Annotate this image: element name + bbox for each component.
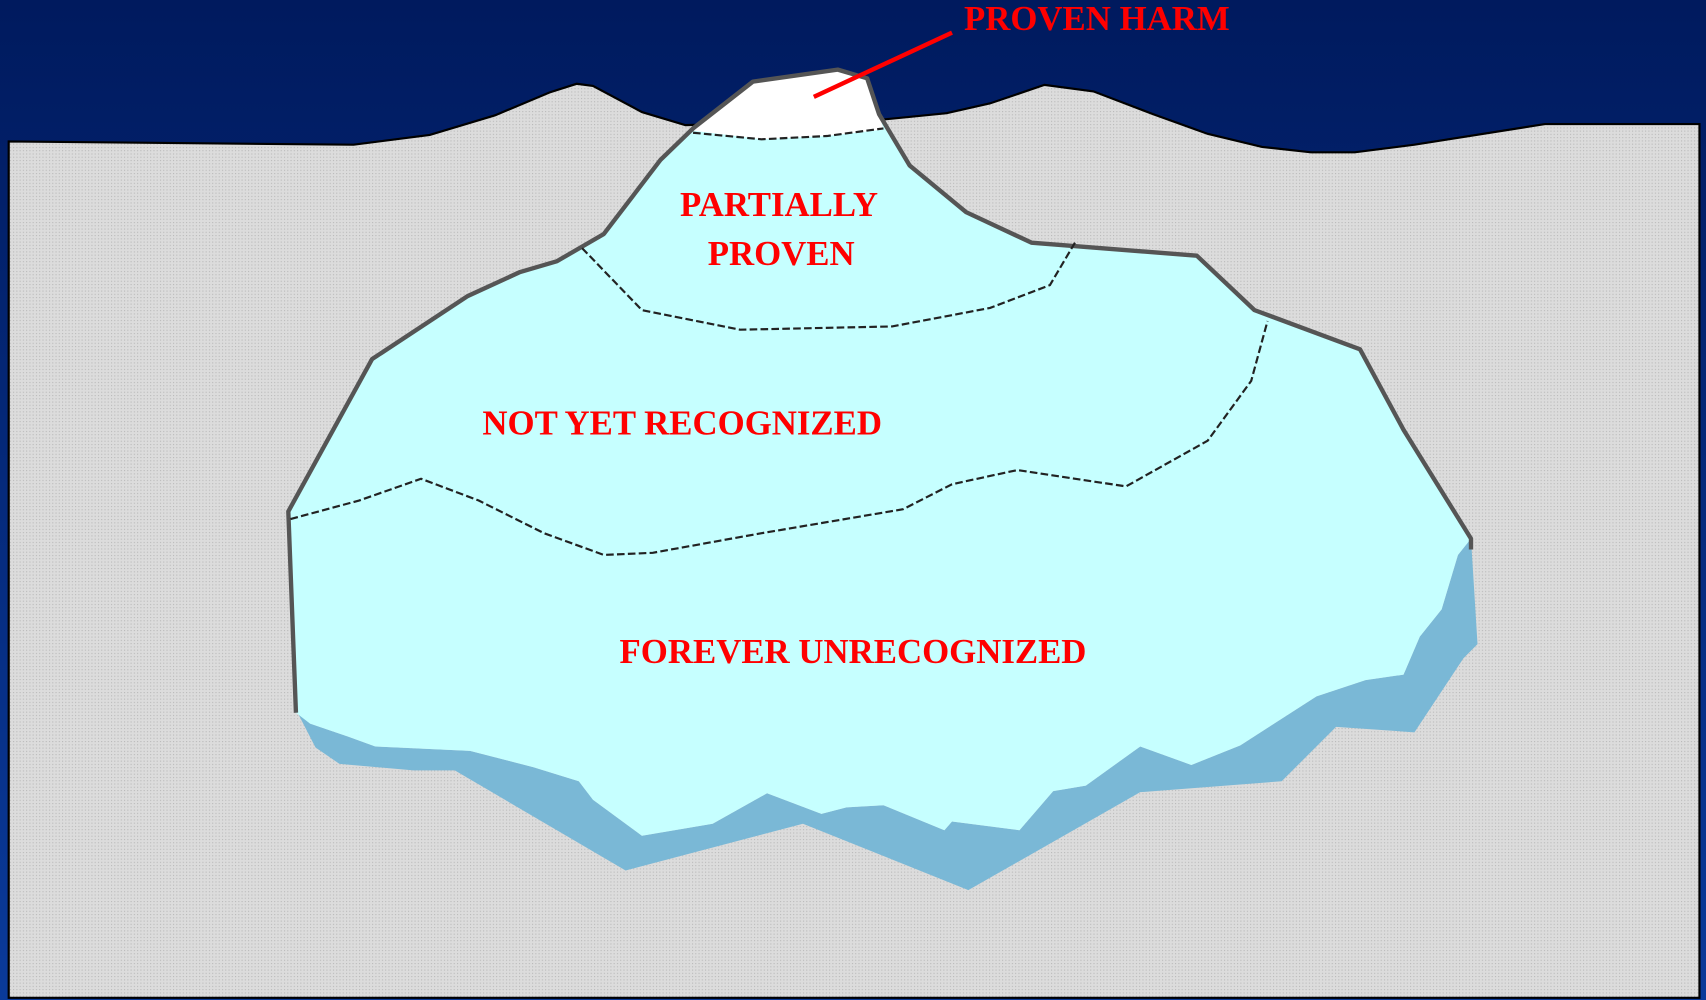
proven-harm-label: PROVEN HARM	[964, 0, 1230, 38]
iceberg-diagram: PROVEN HARM PARTIALLY PROVEN NOT YET REC…	[0, 0, 1706, 1000]
forever-unrecognized-label: FOREVER UNRECOGNIZED	[620, 632, 1087, 671]
not-yet-recognized-label: NOT YET RECOGNIZED	[482, 404, 882, 443]
partially-proven-label: PARTIALLY	[680, 185, 878, 224]
partially-proven-label: PROVEN	[708, 234, 855, 273]
page: {"labels": { "proven_harm": "PROVEN HARM…	[0, 0, 1706, 1000]
